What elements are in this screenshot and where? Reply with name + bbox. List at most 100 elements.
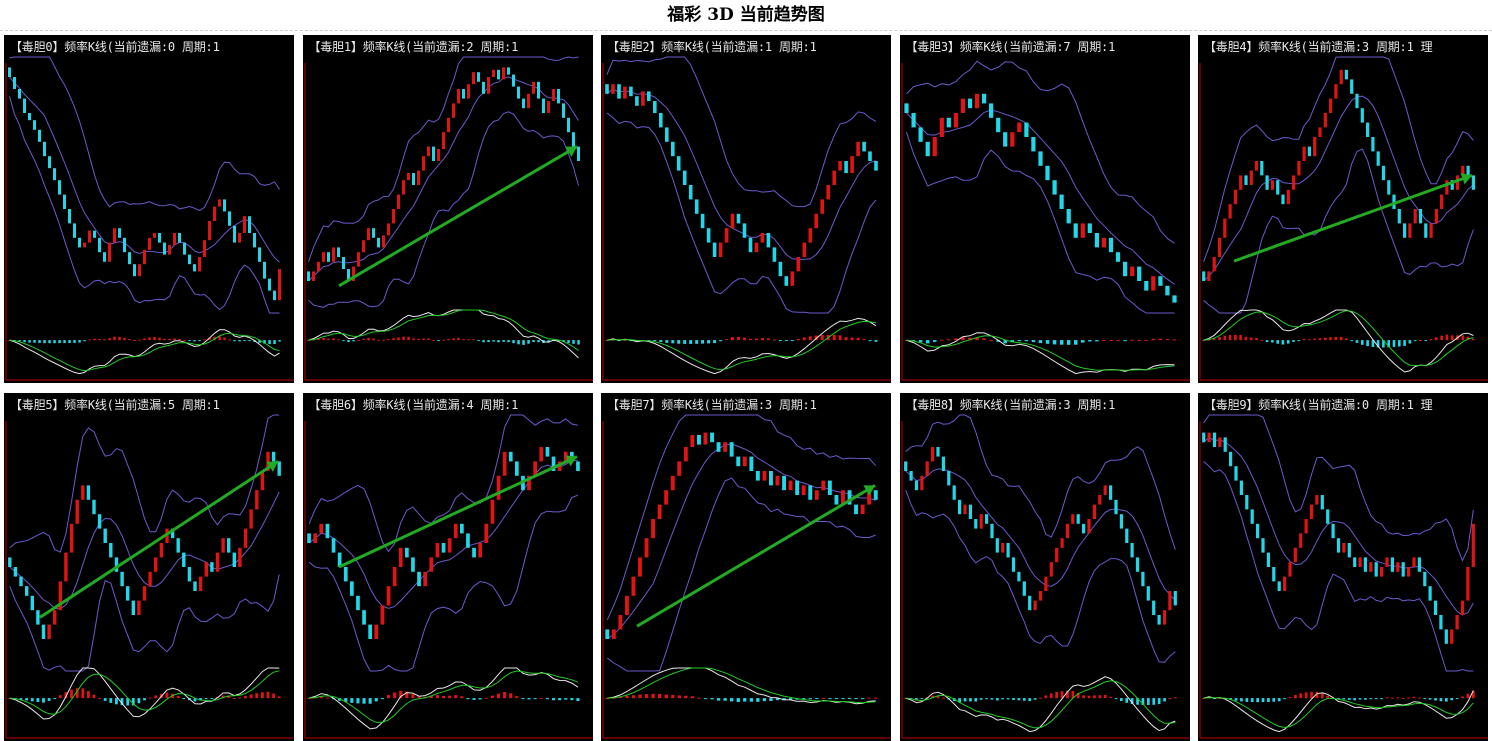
candlestick-chart [901,60,1190,381]
macd-bar [233,340,236,342]
candle [441,543,445,553]
candle [847,490,852,505]
candle [808,485,813,500]
macd-bar [208,337,211,341]
macd-bar [228,339,231,341]
macd-bar [435,695,439,699]
macd-bar [815,698,819,700]
macd-bar [484,697,488,699]
macd-bar [1234,334,1237,341]
candle [1212,257,1216,272]
macd-bar [343,698,347,702]
candle [268,278,271,291]
macd-bar [453,695,457,699]
macd-bar [868,340,872,342]
candle [1423,571,1427,587]
macd-bar [766,338,770,341]
candle [1223,218,1227,238]
candle [221,538,225,553]
macd-bar [1387,340,1390,348]
macd-bar [1129,339,1134,341]
candle [1385,557,1389,567]
candle [1288,562,1292,577]
candle [736,213,741,224]
candle [376,237,380,248]
candle [1428,586,1432,601]
macd-bar [659,340,663,342]
candle [651,519,655,539]
macd-bar [988,340,993,342]
band-lower [9,96,280,314]
macd-bar [278,340,281,342]
candle [814,490,819,500]
candle [471,547,476,558]
candle [173,233,176,245]
macd-bar [644,694,649,699]
macd-bar [113,336,116,341]
candle [188,254,191,265]
macd-bar [1087,695,1090,699]
macd-bar [1240,698,1243,702]
macd-bar [1350,340,1353,342]
candle [228,211,231,226]
candle [263,261,266,279]
candle [325,523,329,539]
macd-bar [416,338,420,341]
candle [273,290,276,301]
candle [416,571,421,587]
candle [710,432,714,443]
macd-bar [545,698,549,700]
candle [546,101,550,113]
candle [1304,519,1308,534]
candle [1358,557,1362,567]
macd-bar [502,692,506,699]
macd-bar [316,338,320,341]
macd-bar [516,340,520,345]
candle [1094,233,1099,248]
macd-dea-line [1203,697,1474,728]
macd-bar [979,698,982,700]
macd-bar [736,698,740,702]
candle [536,81,540,99]
candle [611,629,616,639]
macd-bar [1466,693,1470,699]
macd-bar [165,692,169,699]
candle [1331,523,1335,539]
candle [168,245,171,255]
macd-bar [199,698,202,701]
macd-bar [198,340,201,342]
candle [213,206,216,221]
candle [772,247,777,262]
macd-bar [664,694,668,699]
candle [967,98,972,109]
candle [97,514,102,529]
candle [762,471,767,481]
macd-bar [108,338,111,341]
macd-bar [1094,340,1099,342]
macd-bar [838,335,842,341]
candle [1434,209,1438,224]
macd-bar [1010,340,1014,343]
macd-bar [828,698,832,700]
macd-bar [1162,698,1166,702]
macd-bar [138,339,141,341]
macd-bar [103,698,107,701]
trend-panel-5: 【毒胆5】频率K线(当前遗漏:5 周期:1 [4,393,294,741]
panel-title: 【毒胆7】频率K线(当前遗漏:3 周期:1 [607,398,817,412]
candle [1265,175,1269,190]
macd-bar [617,340,621,342]
candlestick-chart [5,56,294,381]
page-title: 福彩 3D 当前趋势图 [667,5,825,25]
candle [909,471,913,481]
macd-bar [625,696,629,699]
macd-bar [1024,340,1028,342]
candle [406,173,410,181]
candle [386,223,390,236]
macd-bar [258,340,261,343]
macd-bar [1265,340,1269,343]
candle [1380,567,1384,577]
band-middle [904,468,1176,601]
panel-title: 【毒胆1】频率K线(当前遗漏:2 周期:1 [308,40,519,54]
candle [114,557,119,572]
macd-bar [78,340,81,343]
